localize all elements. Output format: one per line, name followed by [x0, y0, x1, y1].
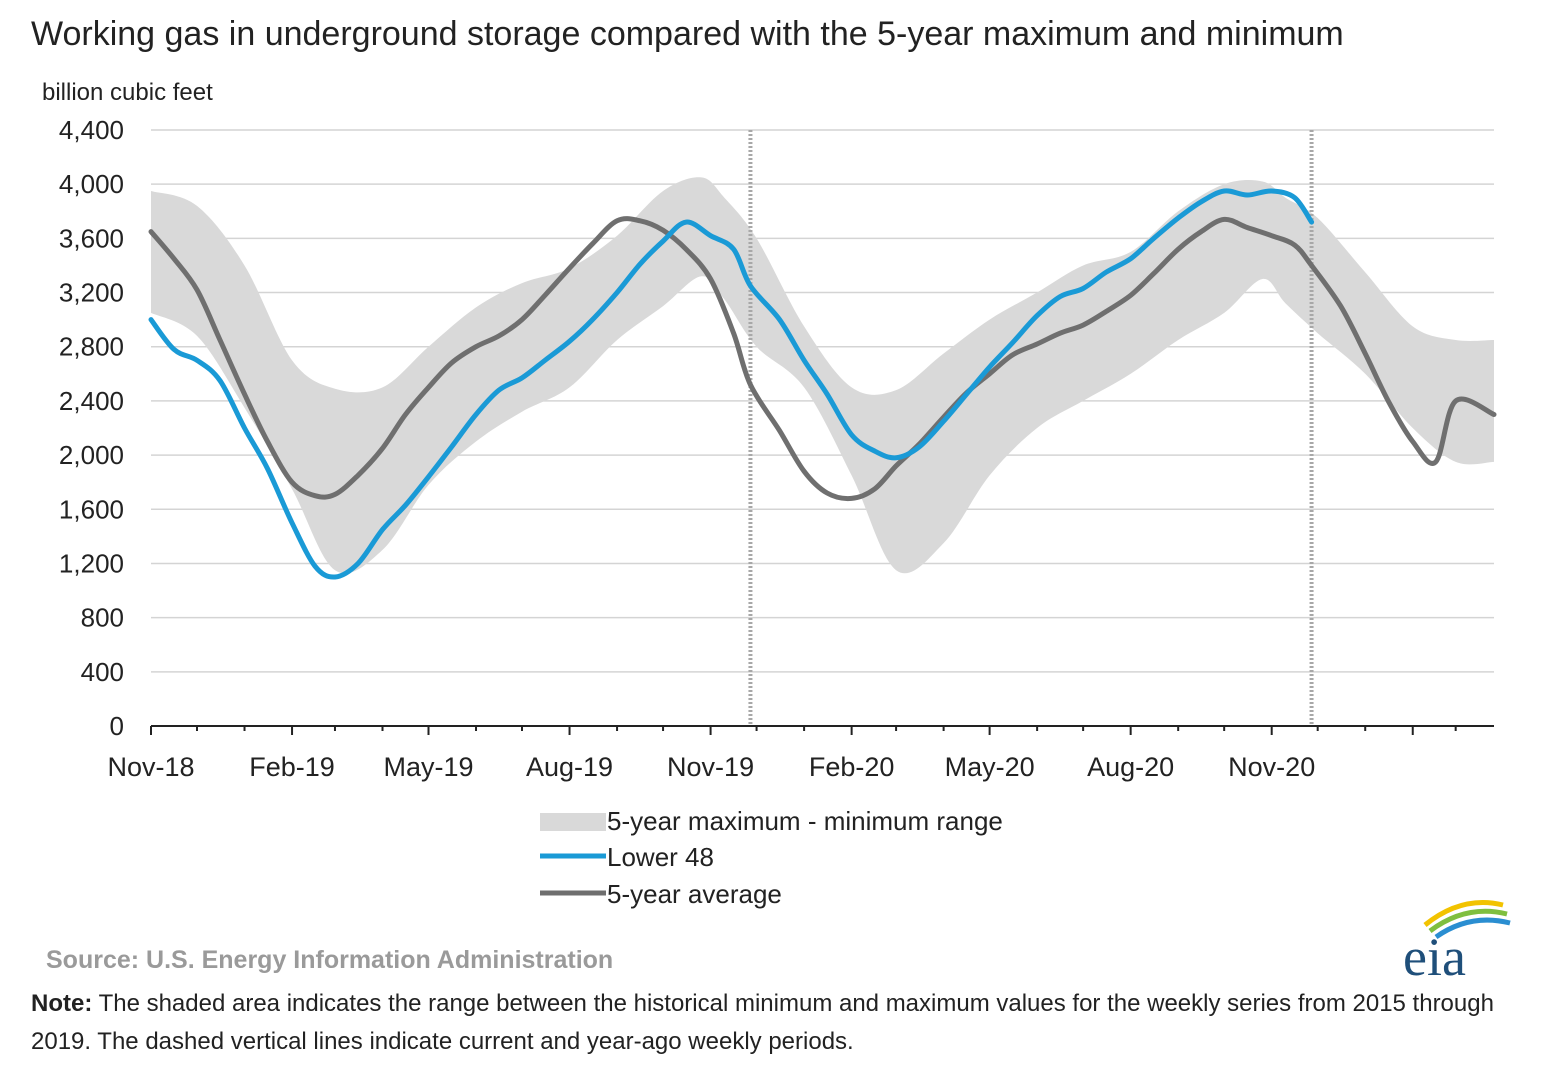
x-tick-label: Nov-18 — [107, 752, 194, 782]
y-tick-label: 2,000 — [59, 440, 124, 470]
legend-label-lower-48: Lower 48 — [607, 842, 714, 872]
chart-title: Working gas in underground storage compa… — [31, 15, 1344, 53]
y-tick-label: 1,600 — [59, 494, 124, 524]
y-tick-label: 2,400 — [59, 386, 124, 416]
x-tick-label: May-19 — [383, 752, 473, 782]
y-tick-label: 0 — [110, 711, 124, 741]
x-axis-ticks: Nov-18 Feb-19 May-19 Aug-19 Nov-19 Feb-20 May-… — [107, 726, 1455, 782]
x-tick-label: Nov-20 — [1228, 752, 1315, 782]
eia-logo: eia — [1403, 903, 1510, 986]
y-axis-ticks: 0 400 800 1,200 1,600 2,000 2,400 2,800 3,200 3,6… — [59, 115, 124, 741]
x-tick-label: Feb-19 — [249, 752, 335, 782]
note: Note: The shaded area indicates the rang… — [31, 985, 1541, 1061]
y-tick-label: 400 — [81, 657, 124, 687]
legend-label-range: 5-year maximum - minimum range — [607, 806, 1003, 836]
y-tick-label: 3,600 — [59, 223, 124, 253]
note-label: Note: — [31, 990, 92, 1017]
x-tick-label: May-20 — [945, 752, 1035, 782]
y-axis-unit-label: billion cubic feet — [42, 79, 213, 106]
y-tick-label: 2,800 — [59, 332, 124, 362]
legend-label-5-year-average: 5-year average — [607, 879, 782, 909]
x-tick-label: Nov-19 — [667, 752, 754, 782]
eia-logo-text: eia — [1403, 927, 1466, 985]
range-area — [151, 177, 1494, 573]
x-tick-label: Feb-20 — [809, 752, 895, 782]
x-tick-label: Aug-19 — [526, 752, 613, 782]
legend-swatch-range — [540, 813, 606, 831]
source-label: Source: U.S. Energy Information Administ… — [46, 946, 613, 974]
y-tick-label: 1,200 — [59, 548, 124, 578]
y-tick-label: 3,200 — [59, 278, 124, 308]
chart: Working gas in underground storage compa… — [0, 0, 1557, 985]
note-text: The shaded area indicates the range betw… — [31, 990, 1494, 1055]
y-tick-label: 4,400 — [59, 115, 124, 145]
y-tick-label: 4,000 — [59, 169, 124, 199]
x-tick-label: Aug-20 — [1087, 752, 1174, 782]
legend: 5-year maximum - minimum range Lower 48 … — [540, 806, 1003, 909]
y-tick-label: 800 — [81, 603, 124, 633]
